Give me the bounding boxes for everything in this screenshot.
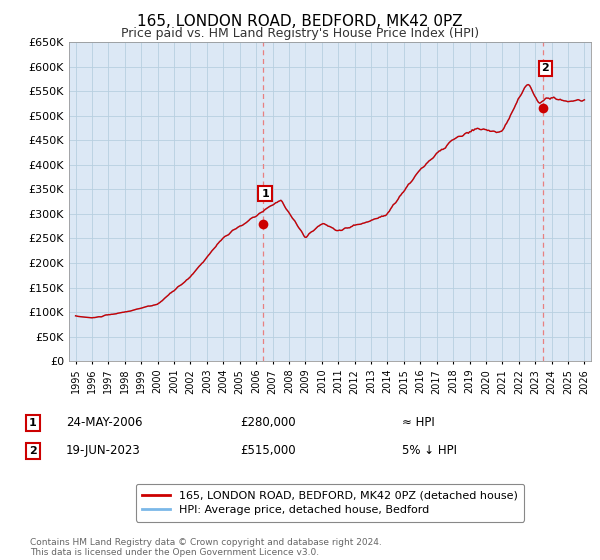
Text: Contains HM Land Registry data © Crown copyright and database right 2024.
This d: Contains HM Land Registry data © Crown c… — [30, 538, 382, 557]
Text: 165, LONDON ROAD, BEDFORD, MK42 0PZ: 165, LONDON ROAD, BEDFORD, MK42 0PZ — [137, 14, 463, 29]
Text: £515,000: £515,000 — [240, 444, 296, 458]
Text: 2: 2 — [541, 63, 549, 73]
Text: 24-MAY-2006: 24-MAY-2006 — [66, 416, 143, 430]
Text: Price paid vs. HM Land Registry's House Price Index (HPI): Price paid vs. HM Land Registry's House … — [121, 27, 479, 40]
Text: 2: 2 — [29, 446, 37, 456]
Legend: 165, LONDON ROAD, BEDFORD, MK42 0PZ (detached house), HPI: Average price, detach: 165, LONDON ROAD, BEDFORD, MK42 0PZ (det… — [136, 484, 524, 521]
Text: 1: 1 — [261, 189, 269, 199]
Text: 5% ↓ HPI: 5% ↓ HPI — [402, 444, 457, 458]
Text: 19-JUN-2023: 19-JUN-2023 — [66, 444, 141, 458]
Text: £280,000: £280,000 — [240, 416, 296, 430]
Text: ≈ HPI: ≈ HPI — [402, 416, 435, 430]
Text: 1: 1 — [29, 418, 37, 428]
